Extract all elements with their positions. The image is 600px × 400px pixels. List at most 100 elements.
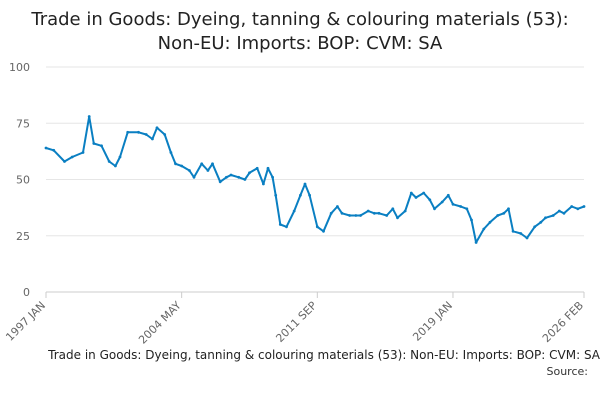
data-point [322, 229, 325, 233]
data-point [200, 162, 204, 166]
data-point [114, 164, 117, 168]
data-point [459, 205, 463, 208]
data-point [144, 133, 148, 136]
data-point [557, 209, 561, 213]
y-tick-label: 50 [16, 174, 30, 187]
data-point [377, 211, 381, 215]
data-point [391, 207, 395, 211]
x-tick-label: 2004 MAY [136, 299, 184, 347]
data-point [192, 175, 196, 179]
data-point [348, 214, 352, 217]
data-point [336, 205, 339, 208]
data-point [488, 220, 492, 224]
data-point [359, 214, 362, 217]
data-point [507, 207, 510, 211]
data-point [87, 115, 91, 118]
data-point [340, 211, 344, 215]
data-point [92, 142, 96, 145]
data-point [562, 211, 566, 215]
data-point [570, 205, 574, 208]
data-point [403, 209, 407, 213]
data-point [237, 175, 241, 179]
data-point [151, 137, 154, 141]
data-point [107, 160, 111, 163]
source-label: Source: [547, 365, 589, 378]
data-point [502, 211, 506, 215]
data-point [262, 182, 265, 186]
data-point [470, 218, 473, 222]
data-point [446, 193, 450, 197]
data-point [525, 236, 529, 240]
x-tick-label: 1997 JAN [3, 299, 48, 344]
data-point [366, 209, 370, 213]
data-point [474, 241, 478, 244]
data-point [81, 151, 85, 154]
data-point [422, 191, 426, 195]
data-point [414, 196, 418, 199]
data-point [303, 182, 307, 186]
data-point [248, 171, 251, 175]
series-line-0 [45, 115, 585, 244]
y-axis-ticks: 0 25 50 75 100 [9, 61, 30, 299]
data-point [354, 214, 358, 217]
data-point [440, 200, 444, 204]
data-point [519, 232, 523, 235]
data-point [274, 193, 278, 197]
data-point [266, 166, 270, 170]
data-point [229, 173, 233, 177]
data-point [52, 148, 56, 152]
data-point [225, 175, 228, 179]
y-tick-label: 75 [16, 117, 30, 130]
data-point [206, 169, 210, 172]
data-point [188, 169, 191, 172]
data-point [409, 191, 413, 195]
data-point [451, 202, 455, 206]
data-point [211, 162, 214, 166]
data-point [299, 193, 302, 197]
data-point [137, 130, 140, 134]
data-point [576, 207, 580, 211]
data-point [482, 227, 486, 231]
data-point [70, 155, 74, 159]
data-point [465, 207, 469, 211]
data-point [163, 133, 167, 136]
data-point [539, 220, 543, 224]
data-point [544, 216, 547, 220]
chart-footer-title: Trade in Goods: Dyeing, tanning & colour… [47, 348, 600, 362]
data-point [155, 126, 159, 130]
data-point [271, 175, 274, 179]
data-point [551, 214, 555, 217]
data-point [372, 211, 376, 215]
series-group [44, 115, 586, 244]
x-tick-label: 2026 FEB [540, 299, 586, 345]
data-point [118, 155, 122, 159]
data-point [308, 193, 311, 197]
gridlines [46, 66, 584, 237]
data-point [100, 144, 103, 148]
data-point [285, 225, 288, 229]
data-point [396, 216, 399, 220]
chart-title-line-2: Non-EU: Imports: BOP: CVM: SA [158, 33, 443, 54]
data-point [433, 207, 436, 211]
data-point [292, 209, 296, 213]
x-axis: 1997 JAN 2004 MAY 2011 SEP 2019 JAN 2026 FEB [3, 291, 586, 347]
y-tick-label: 25 [16, 230, 30, 243]
data-point [180, 164, 184, 168]
data-point [255, 166, 259, 170]
data-point [511, 229, 515, 233]
data-point [315, 225, 319, 229]
chart-title-line-1: Trade in Goods: Dyeing, tanning & colour… [30, 9, 568, 30]
y-tick-label: 0 [23, 286, 30, 299]
data-point [169, 151, 173, 154]
data-point [243, 178, 247, 181]
data-point [174, 162, 177, 166]
data-point [126, 130, 130, 134]
data-point [385, 214, 389, 217]
data-point [63, 160, 66, 163]
data-point [278, 223, 282, 226]
data-point [428, 198, 432, 202]
data-point [218, 180, 222, 184]
data-point [329, 211, 333, 215]
x-tick-label: 2011 SEP [273, 299, 319, 345]
